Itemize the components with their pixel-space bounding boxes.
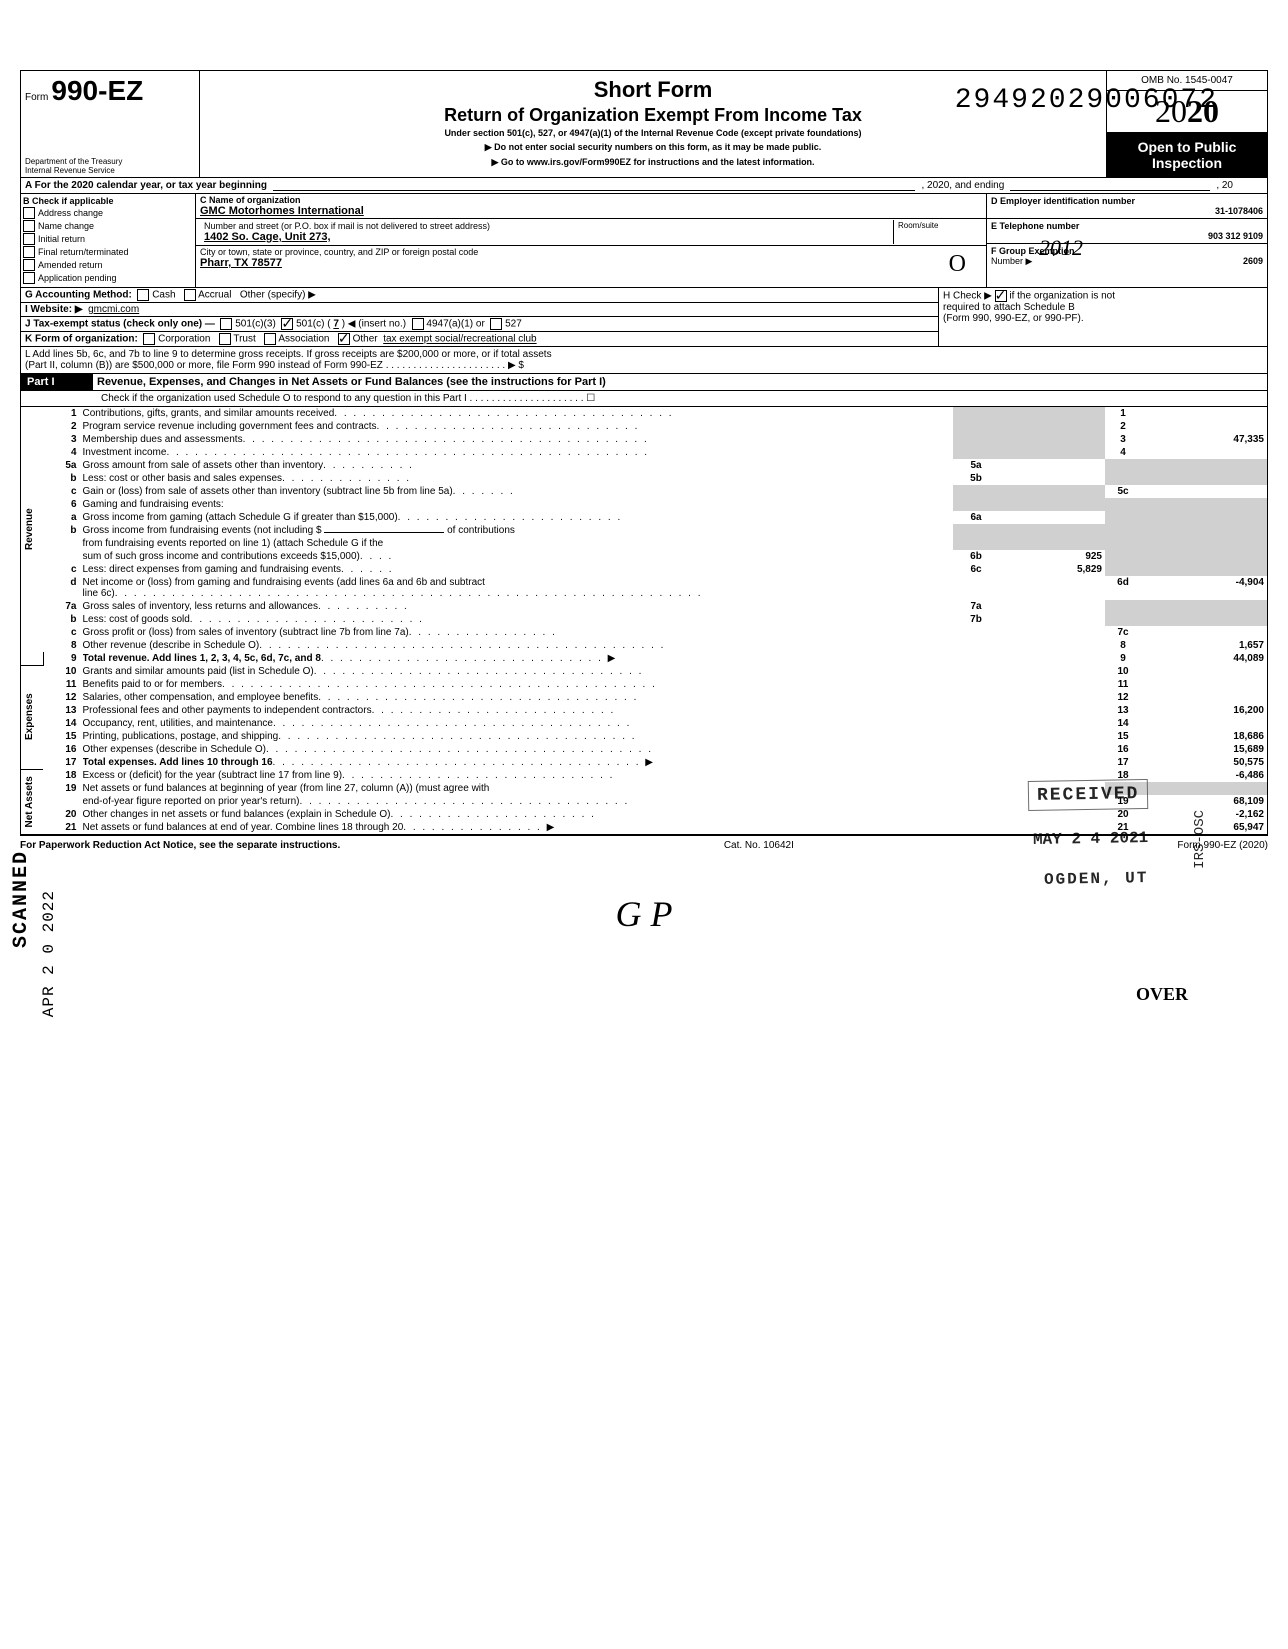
chk-4947[interactable] <box>412 318 424 330</box>
dept-treasury: Department of the Treasury <box>25 157 122 166</box>
handwritten-year: 2012 <box>1039 235 1083 261</box>
stamp-ogden: OGDEN, UT <box>1043 869 1148 889</box>
chk-pending[interactable] <box>23 272 35 284</box>
chk-assoc[interactable] <box>264 333 276 345</box>
form-table: Revenue 1 Contributions, gifts, grants, … <box>20 407 1268 835</box>
side-label-net-assets: Net Assets <box>21 769 44 835</box>
val-line-8: 1,657 <box>1141 639 1268 652</box>
open-public-2: Inspection <box>1109 155 1265 171</box>
line-k: K Form of organization: Corporation Trus… <box>21 332 938 346</box>
stamp-scanned: SCANNED <box>10 850 33 948</box>
side-label-expenses: Expenses <box>21 665 44 769</box>
chk-cash[interactable] <box>137 289 149 301</box>
org-street: 1402 So. Cage, Unit 273, <box>204 231 331 243</box>
part-1-title: Revenue, Expenses, and Changes in Net As… <box>93 374 1267 390</box>
c-addr-label: Number and street (or P.O. box if mail i… <box>204 221 490 231</box>
subtitle: Under section 501(c), 527, or 4947(a)(1)… <box>204 128 1102 138</box>
note-website: ▶ Go to www.irs.gov/Form990EZ for instru… <box>204 157 1102 168</box>
part-1-subnote: Check if the organization used Schedule … <box>20 391 1268 407</box>
org-name: GMC Motorhomes International <box>200 205 364 217</box>
line-g: G Accounting Method: Cash Accrual Other … <box>21 288 938 303</box>
org-city: Pharr, TX 78577 <box>200 257 282 269</box>
chk-initial-return[interactable] <box>23 233 35 245</box>
form-number: 990-EZ <box>51 75 143 106</box>
other-org-value: tax exempt social/recreational club <box>383 334 536 345</box>
chk-501c3[interactable] <box>220 318 232 330</box>
val-line-6c: 5,829 <box>999 563 1105 576</box>
chk-corp[interactable] <box>143 333 155 345</box>
website-value: gmcmi.com <box>88 304 139 315</box>
dln-number: 29492029006072 <box>955 85 1218 116</box>
handwritten-circle: O <box>949 251 966 278</box>
val-line-19: 68,109 <box>1141 795 1268 808</box>
val-line-18: -6,486 <box>1141 769 1268 782</box>
val-line-17: 50,575 <box>1141 756 1268 769</box>
c-name-label: C Name of organization <box>200 195 301 205</box>
d-ein-label: D Employer identification number <box>991 196 1263 206</box>
ein-value: 31-1078406 <box>991 206 1263 216</box>
stamp-scanned-date: APR 2 0 2022 <box>40 890 58 1017</box>
row-a-tax-year: A For the 2020 calendar year, or tax yea… <box>20 178 1268 194</box>
stamp-received: RECEIVED <box>1027 779 1148 811</box>
stamp-date: MAY 2 4 2021 <box>1033 829 1149 849</box>
note-ssn: ▶ Do not enter social security numbers o… <box>204 142 1102 153</box>
footer-formref: Form 990-EZ (2020) <box>1177 840 1268 851</box>
chk-accrual[interactable] <box>184 289 196 301</box>
chk-amended[interactable] <box>23 259 35 271</box>
telephone-value: 903 312 9109 <box>991 231 1263 241</box>
val-line-13: 16,200 <box>1141 704 1268 717</box>
part-1-label: Part I <box>21 374 93 390</box>
line-j: J Tax-exempt status (check only one) — 5… <box>21 317 938 332</box>
chk-527[interactable] <box>490 318 502 330</box>
f-group-label: F Group Exemption <box>991 246 1263 256</box>
chk-trust[interactable] <box>219 333 231 345</box>
chk-address-change[interactable] <box>23 207 35 219</box>
col-b-checkboxes: B Check if applicable Address change Nam… <box>21 194 196 287</box>
c-city-label: City or town, state or province, country… <box>200 247 478 257</box>
e-tel-label: E Telephone number <box>991 221 1263 231</box>
block-h: H Check ▶ if the organization is not req… <box>938 288 1267 346</box>
val-line-6b: 925 <box>999 550 1105 563</box>
stamp-irs-osc: IRS-OSC <box>1192 810 1208 869</box>
chk-name-change[interactable] <box>23 220 35 232</box>
chk-schedule-b[interactable] <box>995 290 1007 302</box>
open-public-1: Open to Public <box>1109 139 1265 155</box>
val-line-9: 44,089 <box>1141 652 1268 665</box>
side-label-revenue: Revenue <box>21 407 44 652</box>
form-label: Form <box>25 92 48 103</box>
val-line-6d: -4,904 <box>1141 576 1268 600</box>
footer-catno: Cat. No. 10642I <box>724 840 794 851</box>
chk-other-org[interactable] <box>338 333 350 345</box>
handwritten-over: OVER <box>1136 984 1188 1005</box>
group-exemption-value: 2609 <box>1243 256 1263 267</box>
footer-paperwork: For Paperwork Reduction Act Notice, see … <box>20 840 340 851</box>
line-l: L Add lines 5b, 6c, and 7b to line 9 to … <box>20 347 1268 374</box>
val-line-15: 18,686 <box>1141 730 1268 743</box>
val-line-3: 47,335 <box>1141 433 1268 446</box>
dept-irs: Internal Revenue Service <box>25 166 122 175</box>
handwritten-initials: G P <box>616 893 673 935</box>
val-line-16: 15,689 <box>1141 743 1268 756</box>
room-suite-label: Room/suite <box>894 220 982 244</box>
chk-501c[interactable] <box>281 318 293 330</box>
chk-final-return[interactable] <box>23 246 35 258</box>
line-i: I Website: ▶ gmcmi.com <box>21 303 938 317</box>
